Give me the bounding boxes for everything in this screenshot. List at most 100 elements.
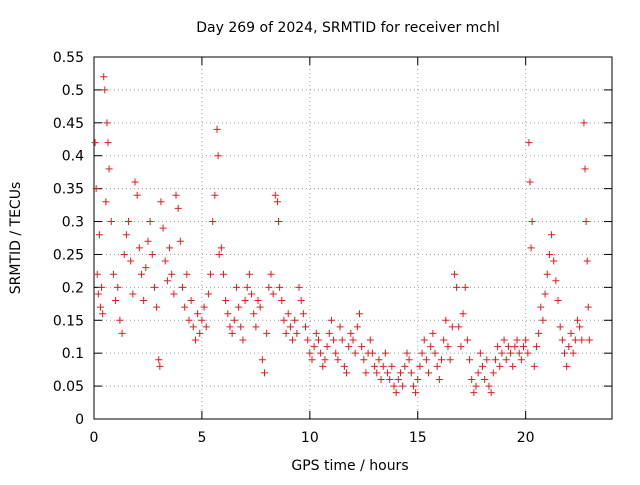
data-point [284, 310, 292, 318]
data-point [504, 343, 512, 351]
data-point [226, 323, 234, 331]
data-point [515, 349, 523, 357]
data-point [429, 329, 437, 337]
data-point [584, 303, 592, 311]
data-point [306, 349, 314, 357]
data-point [92, 185, 100, 193]
data-point [230, 316, 238, 324]
data-point [220, 270, 227, 278]
data-point [275, 218, 283, 226]
data-point [567, 329, 575, 337]
data-point [371, 362, 379, 370]
data-point [489, 369, 497, 377]
data-point [291, 316, 299, 324]
data-point [200, 303, 208, 311]
data-point [360, 356, 368, 364]
data-point [401, 362, 409, 370]
data-point [189, 323, 197, 331]
data-point [269, 290, 277, 298]
x-tick-label: 10 [301, 430, 319, 446]
data-point [302, 323, 310, 331]
data-point [552, 277, 560, 285]
data-point [530, 362, 538, 370]
data-point [174, 204, 182, 212]
data-point [396, 369, 404, 377]
data-point [202, 323, 210, 331]
data-point [280, 316, 288, 324]
x-tick-label: 5 [197, 430, 206, 446]
data-point [146, 218, 154, 226]
data-point [526, 178, 534, 186]
data-point [140, 297, 148, 305]
data-point [368, 349, 376, 357]
data-point [323, 343, 331, 351]
data-point [470, 389, 478, 397]
data-point [100, 73, 108, 81]
data-point [250, 310, 258, 318]
data-point [183, 270, 191, 278]
data-point [98, 283, 106, 291]
data-point [116, 316, 124, 324]
data-point [330, 336, 338, 344]
data-point [573, 316, 581, 324]
data-point [286, 323, 294, 331]
data-point [198, 316, 206, 324]
data-point [299, 310, 307, 318]
data-point [525, 139, 533, 147]
data-point [565, 343, 573, 351]
data-point [353, 323, 361, 331]
y-tick-label: 0.3 [62, 215, 84, 231]
data-point [239, 336, 247, 344]
data-point [196, 329, 204, 337]
data-point [472, 382, 480, 390]
data-point [455, 323, 463, 331]
data-point [481, 376, 489, 384]
data-point [256, 303, 264, 311]
data-point [571, 336, 579, 344]
data-point [543, 270, 551, 278]
data-point [377, 376, 385, 384]
data-point [498, 349, 506, 357]
data-point [161, 257, 169, 265]
data-point [187, 297, 195, 305]
data-point [496, 362, 504, 370]
data-point [148, 250, 156, 258]
data-point [265, 283, 273, 291]
data-point [99, 310, 107, 318]
data-point [153, 303, 161, 311]
data-point [194, 310, 202, 318]
data-point [168, 270, 176, 278]
data-point [332, 349, 340, 357]
data-point [258, 356, 266, 364]
data-point [440, 336, 448, 344]
data-point [185, 316, 193, 324]
data-point [102, 198, 110, 206]
data-point [527, 244, 535, 252]
y-axis-label: SRMTID / TECUs [8, 182, 24, 295]
data-point [263, 329, 271, 337]
y-tick-label: 0.45 [53, 116, 84, 132]
y-tick-label: 0.05 [53, 379, 84, 395]
data-point [122, 231, 130, 239]
data-point [304, 336, 312, 344]
data-point [362, 369, 370, 377]
data-point [217, 244, 225, 252]
data-point [539, 316, 547, 324]
data-point [494, 343, 502, 351]
data-point [308, 356, 316, 364]
data-point [120, 250, 128, 258]
data-point [282, 329, 290, 337]
y-tick-label: 0.35 [53, 182, 84, 198]
data-point [155, 356, 163, 364]
data-point [345, 343, 353, 351]
data-point [407, 369, 415, 377]
data-point [107, 218, 115, 226]
data-point [103, 119, 111, 127]
data-point [468, 376, 476, 384]
data-point [569, 349, 577, 357]
y-tick-label: 0.55 [53, 50, 84, 66]
data-point [483, 356, 491, 364]
data-point [347, 329, 355, 337]
data-point [125, 218, 133, 226]
